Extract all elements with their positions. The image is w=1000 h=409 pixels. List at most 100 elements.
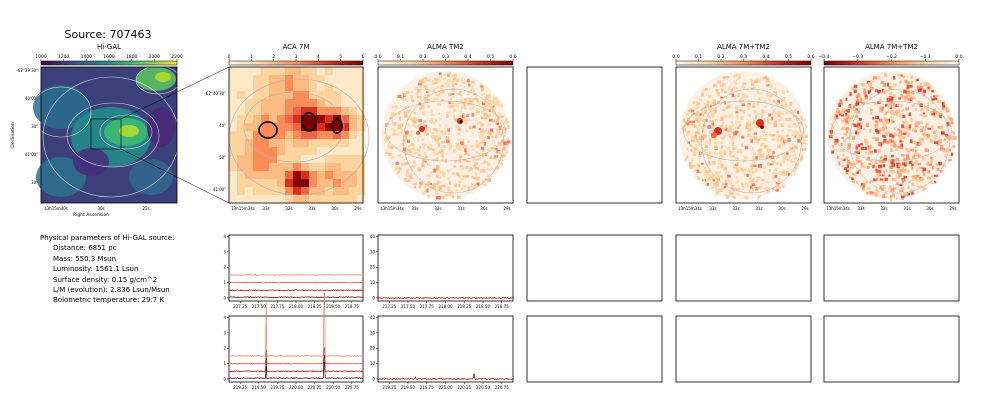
spectrum-aca-spw2: 0 1 2 3 4 219.25 219.50 219.75 220.00 220.25 220.5… <box>223 292 364 390</box>
x-tick-label: 218.75 <box>345 304 359 309</box>
aca-y-tick-label: 40" <box>219 123 226 128</box>
combo1-x-tick-label: 13h15m34s <box>678 206 702 211</box>
tm2-colorbar: 0.0 0.1 0.2 0.3 0.4 0.5 0.6 <box>374 54 517 66</box>
combo1-contour <box>683 100 804 162</box>
higal-y-tick-label: 40'00" <box>25 96 38 101</box>
empty-spectrum-panel <box>526 315 663 383</box>
spectrum-series <box>228 355 364 373</box>
combo2-x-tick-label: 33s <box>857 206 864 211</box>
spectrum-aca-spw1: 0 1 2 3 4 217.25 217.50 217.75 218.00 218.25 218.5… <box>223 234 364 309</box>
x-tick-label: 217.50 <box>252 304 266 309</box>
colorbar-tick-label: 2000 <box>149 54 161 60</box>
combo1-x-tick-label: 32s <box>732 206 739 211</box>
x-tick-label: 219.75 <box>420 385 434 390</box>
y-tick-label: 2 <box>223 265 226 270</box>
colorbar-tick-label: −0.4 <box>819 54 830 60</box>
aca-x-tick-label: 31s <box>308 206 315 211</box>
higal-y-tick-label: 41'00" <box>25 152 38 157</box>
tm2-contour <box>403 88 504 194</box>
colorbar-tick-label: 0.2 <box>419 54 426 60</box>
empty-spectrum-panel <box>823 234 960 302</box>
aca-gray-contour <box>243 91 345 163</box>
aca-x-tick-label: 33s <box>262 206 269 211</box>
x-tick-label: 220.75 <box>345 385 359 390</box>
y-tick-label: 1 <box>223 361 226 366</box>
tm2-title: ALMA TM2 <box>427 43 464 51</box>
combo1-image <box>676 67 811 203</box>
higal-frame <box>40 66 178 204</box>
colorbar-tick-label: 1600 <box>103 54 115 60</box>
spectrum-series <box>377 373 514 380</box>
y-tick-label: 4 <box>223 234 226 239</box>
x-tick-label: 220.75 <box>495 385 509 390</box>
tm2-x-tick-label: 31s <box>457 206 464 211</box>
colorbar-tick-label: 1400 <box>81 54 93 60</box>
colorbar-tick-label: 0.3 <box>442 54 449 60</box>
spectrum-series <box>228 347 363 365</box>
tm2-x-tick-label: 29s <box>503 206 510 211</box>
tm2-x-tick-label: 13h15m34s <box>380 206 404 211</box>
zoom-line-bottom <box>120 148 230 204</box>
x-tick-label: 217.50 <box>401 304 415 309</box>
colorbar-tick-label: 0.6 <box>807 54 814 60</box>
colorbar-tick-label: 0.5 <box>487 54 494 60</box>
colorbar-tick-label: 1200 <box>58 54 70 60</box>
combo2-x-tick-label: 13h15m34s <box>826 206 850 211</box>
colorbar-tick-label: 0.1 <box>397 54 404 60</box>
combo1-x-tick-label: 33s <box>709 206 716 211</box>
y-tick-label: 40 <box>370 315 376 320</box>
surface-density-text: Surface density: 0.15 g/cm^2 <box>53 275 158 284</box>
y-tick-label: 0 <box>223 295 226 300</box>
y-tick-label: 0 <box>223 376 226 381</box>
higal-xlabel: Right Ascension <box>73 212 109 218</box>
y-tick-label: 10 <box>370 280 376 285</box>
mass-text: Mass: 550.3 Msun <box>53 254 117 263</box>
aca-x-tick-label: 29s <box>354 206 361 211</box>
x-tick-label: 218.00 <box>289 304 303 309</box>
colorbar-tick-label: 0.2 <box>717 54 724 60</box>
higal-x-tick-label: 13h15m40s <box>44 206 68 211</box>
colorbar-tick-label: −0.2 <box>886 54 897 60</box>
y-tick-label: 20 <box>370 346 376 351</box>
physical-parameters: Physical parameters of Hi-GAL source: Di… <box>40 233 174 306</box>
physical-heading: Physical parameters of Hi-GAL source: <box>40 234 175 242</box>
colorbar-tick-label: 5 <box>339 54 342 60</box>
aca-image <box>228 67 370 204</box>
x-tick-label: 217.25 <box>233 304 247 309</box>
spectrum-aca-spw2-frame <box>228 315 364 383</box>
aca-y-tick-label: 50" <box>219 155 226 160</box>
aca-contour <box>258 121 278 139</box>
x-tick-label: 218.75 <box>495 304 509 309</box>
spectrum-series <box>377 297 514 299</box>
x-tick-label: 220.00 <box>439 385 453 390</box>
y-tick-label: 0 <box>372 376 375 381</box>
combo1-contour <box>701 88 802 194</box>
y-tick-label: 40 <box>370 234 376 239</box>
empty-map-panel <box>526 66 663 204</box>
x-tick-label: 218.25 <box>457 304 471 309</box>
spectrum-tm2-spw1-frame <box>377 234 514 302</box>
combo2-x-tick-label: 30s <box>926 206 933 211</box>
tm2-x-tick-label: 32s <box>434 206 441 211</box>
source-title: Source: 707463 <box>65 28 152 41</box>
colorbar-tick-label: 1800 <box>126 54 138 60</box>
y-tick-label: 20 <box>370 265 376 270</box>
combo1-frame <box>675 66 812 204</box>
combo2-image <box>824 67 959 203</box>
colorbar-tick-label: 0.0 <box>672 54 679 60</box>
x-tick-label: 218.25 <box>308 304 322 309</box>
spectrum-series <box>228 362 364 380</box>
colorbar-tick-label: 0.5 <box>785 54 792 60</box>
colorbar-tick-label: −0.3 <box>852 54 863 60</box>
tm2-x-tick-label: 33s <box>411 206 418 211</box>
spectrum-series <box>228 274 364 276</box>
combo1-x-tick-label: 29s <box>801 206 808 211</box>
tm2-image <box>378 67 513 203</box>
colorbar-tick-label: 0.6 <box>509 54 516 60</box>
y-tick-label: 2 <box>223 346 226 351</box>
combo1-x-tick-label: 31s <box>755 206 762 211</box>
zoom-line-top <box>120 66 230 120</box>
aca-x-tick-label: 30s <box>331 206 338 211</box>
